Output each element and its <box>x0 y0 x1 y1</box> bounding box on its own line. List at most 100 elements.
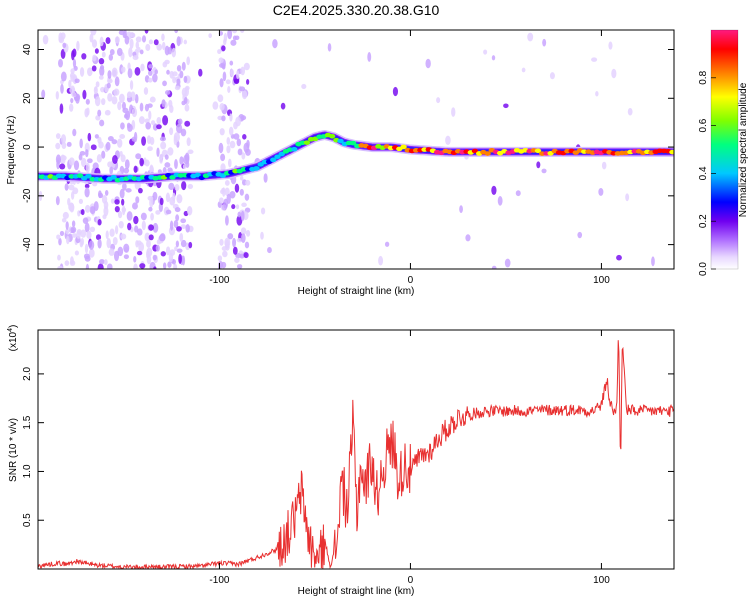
spectrogram-speckle <box>171 259 176 265</box>
spectrogram-speckle <box>147 195 154 201</box>
spectrogram-speckle <box>68 103 74 112</box>
spectrogram-speckle <box>69 87 76 94</box>
spectrogram-speckle <box>135 153 142 160</box>
spectrogram-speckle <box>233 78 240 85</box>
spectrogram-speckle <box>161 41 166 51</box>
spectrogram-speckle <box>108 53 114 61</box>
snr-series-line <box>38 340 674 569</box>
spectrogram-speckle <box>85 263 90 269</box>
spectrogram-speckle <box>173 219 179 229</box>
spectrogram-speckle <box>144 118 150 124</box>
spectrogram-speckle <box>237 148 243 156</box>
spectrogram-speckle <box>174 207 181 213</box>
spectrogram-speckle <box>219 128 225 136</box>
spectrogram-ridge-core <box>534 148 542 154</box>
spectrogram-speckle <box>237 211 242 218</box>
spectrogram-speckle <box>41 89 46 99</box>
spectrogram-speckle <box>160 251 166 257</box>
spectrogram-speckle <box>149 96 156 103</box>
spectrogram-speckle <box>97 263 104 269</box>
spectrogram-speckle <box>601 161 607 170</box>
spectrogram-speckle <box>121 198 125 206</box>
spectrogram-speckle <box>136 250 143 256</box>
spectrogram-speckle <box>123 167 130 174</box>
spectrogram-speckle <box>160 141 167 150</box>
spectrogram-speckle <box>152 123 158 131</box>
spectrogram-speckle <box>150 120 156 126</box>
spectrogram-speckle <box>244 241 250 249</box>
spectrogram-speckle <box>148 206 153 212</box>
spectrogram-speckle <box>218 197 224 204</box>
spectrogram-speckle <box>88 248 95 258</box>
spectrogram-speckle <box>378 255 384 266</box>
spectrogram-speckle <box>229 60 234 66</box>
spectrogram-speckle <box>135 196 140 204</box>
spectrogram-speckle <box>542 38 547 47</box>
spectrogram-speckle <box>147 146 153 152</box>
spectrogram-speckle <box>625 193 630 202</box>
spectrogram-speckle <box>87 132 92 142</box>
spectrogram-speckle <box>72 128 77 137</box>
spectrogram-speckle <box>246 79 250 85</box>
spectrogram-speckle <box>224 237 231 248</box>
spectrogram-speckle <box>98 75 104 80</box>
spectrogram-speckle <box>549 72 555 80</box>
spectrogram-speckle <box>243 62 250 71</box>
spectrogram-speckle <box>159 136 167 142</box>
spectrogram-speckle <box>230 68 234 77</box>
spectrogram-ridge-core <box>303 140 311 145</box>
spectrogram-speckle <box>94 48 99 54</box>
spectrogram-speckle <box>84 222 90 233</box>
spectrogram-speckle <box>120 122 125 130</box>
spectrogram-speckle <box>89 226 96 233</box>
snr-xlabel: Height of straight line (km) <box>298 586 415 597</box>
spectrogram-speckle <box>245 179 251 186</box>
spectrogram-speckle <box>175 214 180 222</box>
spectrogram-speckle <box>124 35 130 45</box>
spectrogram-speckle <box>164 162 171 168</box>
spectrogram-speckle <box>75 94 80 104</box>
spectrogram-speckle <box>241 90 248 100</box>
spectrogram-ridge-core <box>274 154 281 160</box>
spectrogram-speckle <box>226 145 231 154</box>
spectrogram-speckle <box>186 56 191 66</box>
spectrogram-speckle <box>267 247 272 254</box>
spectrogram-speckle <box>181 180 187 191</box>
spectrogram-speckle <box>180 239 187 248</box>
spectrogram-speckle <box>156 124 162 130</box>
spectrogram-speckle <box>129 38 134 49</box>
spectrogram-speckle <box>224 179 230 186</box>
spectrogram-speckle <box>65 221 69 230</box>
ytick-label: 0 <box>22 144 33 150</box>
spectrogram-speckle <box>114 205 120 213</box>
spectrogram-speckle <box>235 253 242 259</box>
spectrogram-speckle <box>62 42 67 49</box>
spectrogram-speckle <box>107 93 113 102</box>
spectrogram-speckle <box>141 220 146 231</box>
spectrogram-speckle <box>70 191 75 200</box>
spectrogram-speckle <box>98 192 104 199</box>
snr-panel: -100 0 100 0.5 1.0 1.5 2.0 Height of straight … <box>7 325 675 597</box>
spectrogram-speckle <box>86 230 92 239</box>
spectrogram-speckle <box>491 185 497 196</box>
spectrogram-speckle <box>483 49 488 55</box>
spectrogram-speckle <box>233 133 240 140</box>
spectrogram-speckle <box>61 217 67 223</box>
spectrogram-speckle <box>80 229 87 238</box>
spectrogram-speckle <box>109 166 114 175</box>
spectrogram-speckle <box>153 266 157 269</box>
spectrogram-speckle <box>104 189 109 196</box>
spectrogram-speckle <box>56 234 61 240</box>
spectrogram-speckle <box>159 157 163 164</box>
spectrogram-speckle <box>57 265 64 269</box>
spectrogram-speckle <box>55 142 61 150</box>
spectrogram-speckle <box>129 80 134 90</box>
spectrogram-speckle <box>146 239 151 248</box>
spectrogram-speckle <box>221 63 226 70</box>
spectrogram-speckle <box>459 205 463 213</box>
spectrogram-speckle <box>497 196 503 206</box>
spectrogram-speckle <box>145 43 151 52</box>
spectrogram-speckle <box>232 30 238 34</box>
spectrogram-speckle <box>106 263 113 269</box>
spectrogram-speckle <box>64 260 70 266</box>
